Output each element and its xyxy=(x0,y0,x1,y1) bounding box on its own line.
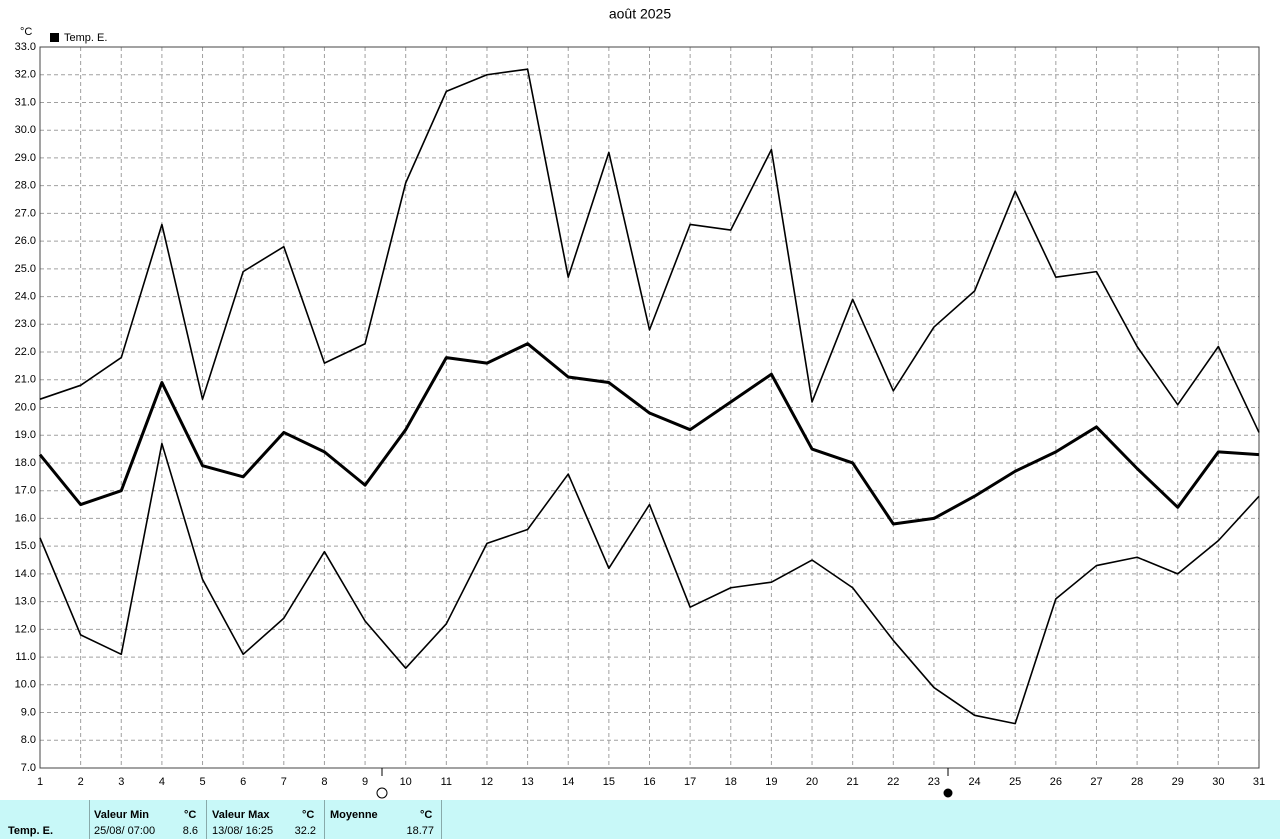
separator xyxy=(206,800,207,839)
y-tick-label: 19.0 xyxy=(15,429,36,441)
col-header: Valeur Max xyxy=(212,809,270,821)
x-tick-label: 3 xyxy=(118,776,124,788)
y-tick-label: 33.0 xyxy=(15,41,36,53)
y-tick-label: 24.0 xyxy=(15,290,36,302)
y-tick-label: 32.0 xyxy=(15,69,36,81)
y-tick-label: 26.0 xyxy=(15,235,36,247)
x-tick-label: 25 xyxy=(1009,776,1021,788)
y-tick-label: 31.0 xyxy=(15,96,36,108)
separator xyxy=(441,800,442,839)
x-tick-label: 28 xyxy=(1131,776,1143,788)
y-tick-label: 11.0 xyxy=(15,651,36,663)
x-tick-label: 18 xyxy=(725,776,737,788)
x-tick-label: 24 xyxy=(968,776,980,788)
y-unit: °C xyxy=(20,26,32,38)
x-tick-label: 12 xyxy=(481,776,493,788)
x-tick-label: 21 xyxy=(847,776,859,788)
y-tick-label: 28.0 xyxy=(15,180,36,192)
y-tick-label: 8.0 xyxy=(21,734,36,746)
x-tick-label: 1 xyxy=(37,776,43,788)
col-time: 25/08/ 07:00 xyxy=(94,825,156,837)
x-tick-label: 29 xyxy=(1172,776,1184,788)
col-unit: °C xyxy=(302,809,315,821)
col-time: 13/08/ 16:25 xyxy=(212,825,274,837)
x-tick-label: 22 xyxy=(887,776,899,788)
x-tick-label: 11 xyxy=(441,776,452,788)
y-tick-label: 12.0 xyxy=(15,623,36,635)
col-header: Valeur Min xyxy=(94,809,150,821)
y-tick-label: 9.0 xyxy=(21,706,36,718)
moon-new xyxy=(943,788,953,798)
x-tick-label: 5 xyxy=(199,776,205,788)
x-tick-label: 7 xyxy=(281,776,287,788)
y-tick-label: 13.0 xyxy=(15,596,36,608)
stats-table: Temp. E. Valeur Min °C 25/08/ 07:00 8.6 … xyxy=(0,800,1280,839)
plot-frame xyxy=(39,46,1260,769)
series-line xyxy=(39,442,1260,725)
x-tick-label: 30 xyxy=(1212,776,1224,788)
x-tick-label: 14 xyxy=(562,776,574,788)
x-tick-label: 15 xyxy=(603,776,615,788)
col-header: Moyenne xyxy=(330,809,378,821)
x-tick-label: 19 xyxy=(765,776,777,788)
y-tick-label: 29.0 xyxy=(15,152,36,164)
y-tick-label: 22.0 xyxy=(15,346,36,358)
y-tick-label: 25.0 xyxy=(15,263,36,275)
moon-full xyxy=(376,787,388,799)
row-label: Temp. E. xyxy=(8,825,54,837)
chart: août 2025 °C Temp. E. 7.0 8.0 9.0 10.0 11.0 1… xyxy=(15,6,1265,799)
separator xyxy=(89,800,90,839)
y-tick-label: 14.0 xyxy=(15,568,36,580)
y-tick-label: 18.0 xyxy=(15,457,36,469)
y-tick-label: 23.0 xyxy=(15,318,36,330)
x-tick-label: 16 xyxy=(643,776,655,788)
y-tick-label: 21.0 xyxy=(15,374,36,386)
y-tick-label: 17.0 xyxy=(15,485,36,497)
x-tick-label: 2 xyxy=(78,776,84,788)
col-value: 8.6 xyxy=(182,825,198,837)
col-unit: °C xyxy=(420,809,433,821)
x-tick-label: 23 xyxy=(928,776,940,788)
separator xyxy=(324,800,325,839)
x-tick-label: 17 xyxy=(684,776,696,788)
x-tick-label: 13 xyxy=(521,776,533,788)
y-tick-label: 15.0 xyxy=(15,540,36,552)
y-tick-label: 7.0 xyxy=(21,762,36,774)
col-unit: °C xyxy=(184,809,197,821)
x-tick-label: 4 xyxy=(159,776,165,788)
x-tick-label: 20 xyxy=(806,776,818,788)
col-value: 18.77 xyxy=(406,825,434,837)
legend-swatch xyxy=(50,33,59,42)
x-tick-label: 10 xyxy=(400,776,412,788)
series-line xyxy=(39,68,1260,433)
x-tick-label: 6 xyxy=(240,776,246,788)
y-tick-label: 20.0 xyxy=(15,401,36,413)
y-tick-label: 27.0 xyxy=(15,207,36,219)
x-tick-label: 27 xyxy=(1090,776,1102,788)
x-tick-label: 26 xyxy=(1050,776,1062,788)
series-line xyxy=(38,342,1260,526)
chart-title: août 2025 xyxy=(609,6,671,22)
x-tick-label: 31 xyxy=(1253,776,1265,788)
col-value: 32.2 xyxy=(294,825,316,837)
x-tick-label: 8 xyxy=(321,776,327,788)
y-tick-label: 30.0 xyxy=(15,124,36,136)
y-tick-label: 10.0 xyxy=(15,679,36,691)
legend-label: Temp. E. xyxy=(64,32,107,44)
y-tick-label: 16.0 xyxy=(15,512,36,524)
x-tick-label: 9 xyxy=(362,776,368,788)
